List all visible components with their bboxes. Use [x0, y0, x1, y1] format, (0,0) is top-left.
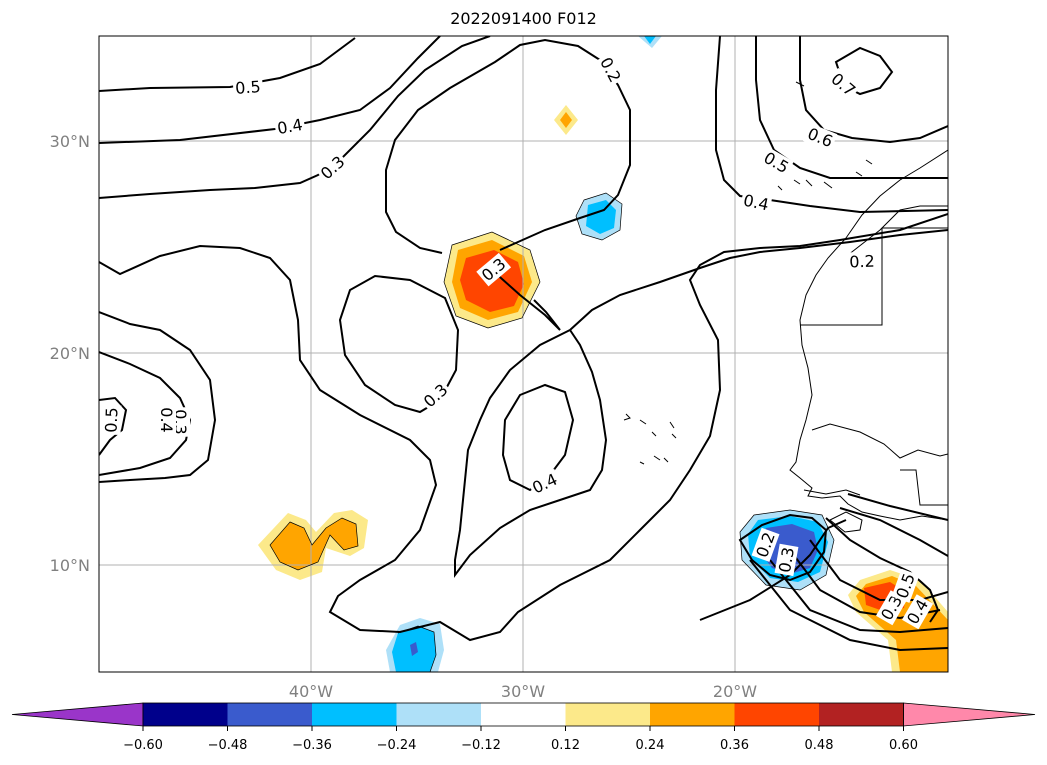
colorbar-segment: [312, 703, 397, 726]
contour-lines: [99, 36, 948, 652]
colorbar-segment: [650, 703, 735, 726]
contour-label-backing: [232, 76, 264, 99]
lat-label-20n: 20°N: [50, 344, 90, 363]
contour-label-backing: [891, 568, 920, 603]
contour-label: 0.4: [157, 407, 176, 432]
colorbar: −0.60 −0.48 −0.36 −0.24 −0.12 0.12 0.24 0.36 0.4…: [11, 702, 1036, 753]
contour-label-backing: [774, 543, 799, 577]
contour-label: 0.4: [742, 191, 771, 215]
colorbar-tick-label: 0.12: [551, 738, 580, 753]
contour-label-backing: [101, 404, 122, 436]
contour-label-backing: [846, 251, 878, 272]
contour-label-backing: [751, 527, 780, 562]
contour-label: 0.4: [276, 115, 304, 138]
contour-label: 0.5: [235, 77, 262, 98]
contour-label-backing: [739, 190, 773, 215]
colorbar-tick-label: −0.24: [377, 738, 417, 753]
contour-label-backing: [901, 594, 934, 630]
contour-label-backing: [595, 52, 626, 88]
map-frame: [98, 35, 949, 673]
colorbar-tick-label: −0.36: [292, 738, 332, 753]
contour-label-backing: [802, 123, 838, 152]
lat-label-10n: 10°N: [50, 556, 90, 575]
contour-label-backing: [758, 146, 794, 179]
map-title: 2022091400 F012: [450, 9, 597, 28]
contour-label: 0.2: [849, 252, 875, 272]
contour-label-backing: [418, 378, 453, 413]
colorbar-tick-label: 0.48: [805, 738, 834, 753]
contour-labels: 0.5 0.4 0.3 0.2 0.3 0.3 0.4 0.2 0.3 0.4 …: [101, 52, 934, 630]
colorbar-tick-label: 0.36: [720, 738, 749, 753]
colorbar-tick-label: 0.24: [636, 738, 665, 753]
map-plot-area: 0.5 0.4 0.3 0.2 0.3 0.3 0.4 0.2 0.3 0.4 …: [99, 36, 948, 672]
contour-label: 0.7: [827, 69, 859, 100]
colorbar-tick-label: −0.48: [208, 738, 248, 753]
colorbar-segment: [819, 703, 904, 726]
shaded-anomalies: [258, 36, 948, 672]
colorbar-extend-low: [11, 702, 144, 727]
colorbar-frame: [142, 702, 904, 727]
lon-tick-labels: 40°W 30°W 20°W: [289, 682, 757, 701]
colorbar-segment: [565, 703, 651, 726]
colorbar-tick-label: −0.12: [461, 738, 501, 753]
lon-label-20w: 20°W: [713, 682, 757, 701]
lon-label-30w: 30°W: [501, 682, 545, 701]
contour-label-backing: [527, 468, 563, 499]
contour-label-backing: [476, 252, 512, 287]
lat-tick-labels: 30°N 20°N 10°N: [50, 132, 90, 575]
colorbar-tick-label: 0.60: [889, 738, 918, 753]
colorbar-segment: [396, 703, 482, 726]
contour-label-backing: [157, 405, 176, 435]
colorbar-segment: [227, 703, 313, 726]
lat-label-30n: 30°N: [50, 132, 90, 151]
coastlines: [623, 81, 948, 533]
colorbar-segment: [481, 703, 566, 726]
contour-label-backing: [825, 67, 861, 102]
contour-label: 0.3: [775, 546, 798, 574]
contour-label: 0.3: [420, 380, 452, 411]
contour-label-backing: [315, 150, 350, 185]
colorbar-segment: [143, 703, 228, 726]
colorbar-tick-label: −0.60: [123, 738, 163, 753]
lon-label-40w: 40°W: [289, 682, 333, 701]
contour-label: 0.5: [102, 407, 122, 433]
colorbar-segment: [734, 703, 820, 726]
colorbar-extend-high: [903, 702, 1036, 727]
contour-label-backing: [273, 114, 307, 139]
